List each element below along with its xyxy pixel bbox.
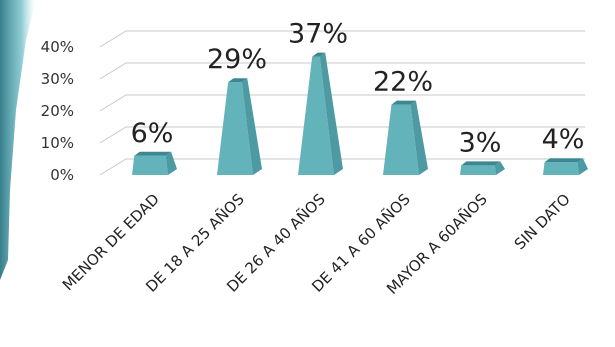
data-label: 6% — [131, 118, 174, 149]
bar-side — [410, 100, 428, 175]
bar-side — [494, 161, 505, 175]
data-label: 22% — [373, 67, 433, 98]
y-tick-label: 30% — [41, 70, 74, 88]
bar-top — [544, 158, 583, 163]
bar-face — [460, 165, 496, 175]
y-axis-ticks: 0% 10% 20% 30% 40% — [41, 38, 74, 184]
gridline — [99, 158, 585, 176]
bar-top — [461, 161, 501, 166]
bar-side — [241, 78, 262, 175]
bar-face — [132, 155, 168, 175]
bar — [383, 100, 428, 175]
data-labels: 6% 29% 37% 22% 3% 4% — [131, 19, 585, 159]
bar-face — [298, 56, 334, 175]
bar-side — [319, 52, 343, 175]
gridline — [99, 126, 585, 144]
y-tick-label: 40% — [41, 38, 74, 56]
data-label: 3% — [459, 127, 502, 158]
gridline — [99, 94, 585, 112]
data-label: 4% — [542, 124, 585, 155]
gridlines — [99, 30, 585, 176]
x-tick-label: SIN DATO — [511, 190, 574, 253]
bar-top — [312, 52, 326, 57]
bar-face — [383, 104, 419, 175]
bar — [543, 158, 588, 175]
bar-face — [217, 82, 253, 175]
y-tick-label: 20% — [41, 102, 74, 120]
bar-side — [165, 151, 177, 175]
bar-side — [577, 158, 588, 175]
bar — [298, 52, 343, 175]
y-tick-label: 0% — [50, 166, 74, 184]
gridline — [99, 62, 585, 80]
data-label: 37% — [288, 19, 348, 50]
y-tick-label: 10% — [41, 134, 74, 152]
data-label: 29% — [207, 44, 267, 75]
bar-top — [391, 100, 416, 105]
decorative-stripe — [0, 0, 36, 280]
bar — [132, 151, 177, 175]
bars — [132, 52, 588, 175]
gridline — [99, 30, 585, 48]
bar — [217, 78, 262, 175]
bar — [460, 161, 505, 175]
bar-top — [228, 78, 248, 83]
bar-top — [134, 151, 172, 156]
bar-face — [543, 162, 579, 175]
